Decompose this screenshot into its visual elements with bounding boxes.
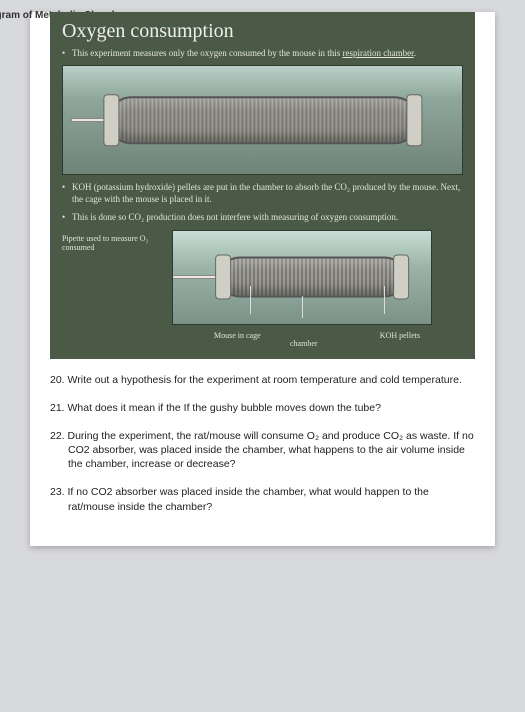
apparatus-photo-bottom xyxy=(172,230,432,325)
caption-koh: KOH pellets xyxy=(380,331,420,340)
question-21: 21. What does it mean if the If the gush… xyxy=(50,401,475,415)
question-23: 23. If no CO2 absorber was placed inside… xyxy=(50,485,475,513)
caption-mouse: Mouse in cage xyxy=(214,331,261,340)
leader-line xyxy=(384,286,385,314)
question-20: 20. Write out a hypothesis for the exper… xyxy=(50,373,475,387)
caption-chamber: chamber xyxy=(290,339,318,348)
chamber-tube-graphic-2 xyxy=(219,257,405,298)
worksheet-paper: Oxygen consumption This experiment measu… xyxy=(30,12,495,546)
apparatus-photo-top xyxy=(62,65,463,175)
questions-block: 20. Write out a hypothesis for the exper… xyxy=(50,373,475,514)
leader-line xyxy=(250,286,251,314)
bullet-2: KOH (potassium hydroxide) pellets are pu… xyxy=(62,181,463,205)
bullet-3: This is done so CO₂ production does not … xyxy=(62,211,463,223)
slide-title: Oxygen consumption xyxy=(62,20,463,43)
caption-pipette: Pipette used to measure O₂ consumed xyxy=(62,234,162,253)
question-22: 22. During the experiment, the rat/mouse… xyxy=(50,429,475,472)
bullet-1: This experiment measures only the oxygen… xyxy=(62,47,463,59)
leader-line xyxy=(302,296,303,318)
chamber-tube-graphic xyxy=(107,96,418,144)
slide-oxygen-consumption: Oxygen consumption This experiment measu… xyxy=(50,12,475,359)
